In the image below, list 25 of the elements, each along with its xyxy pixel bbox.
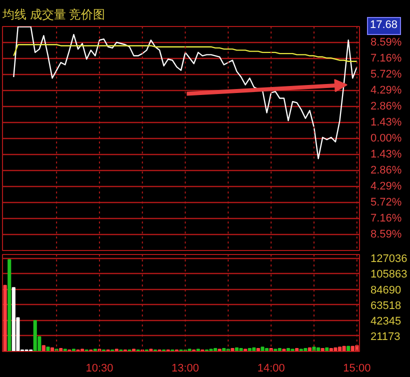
x-tick-label: 10:30 [86, 362, 114, 374]
y-tick-label: 84690 [370, 284, 402, 296]
x-tick-label: 14:00 [257, 362, 285, 374]
y-tick-label: 7.16% [370, 52, 402, 64]
y-tick-label: 127036 [370, 253, 408, 266]
y-tick-label: 8.59% [370, 228, 402, 241]
y-tick-label: 2.86% [370, 100, 402, 113]
y-tick-label: 63518 [370, 300, 402, 312]
y-tick-label: 2.86% [370, 164, 402, 176]
y-tick-label: 8.59% [370, 36, 402, 48]
y-tick-label: 5.72% [370, 68, 402, 81]
y-tick-label: 1.43% [370, 148, 402, 160]
y-tick-label: 7.16% [370, 212, 402, 225]
chart-title: 均线 成交量 竞价图 [2, 8, 106, 22]
x-tick-label: 15:00 [343, 362, 371, 374]
x-tick-label: 13:00 [172, 362, 200, 374]
y-tick-label: 21173 [370, 330, 400, 343]
y-tick-label: 1.43% [370, 116, 402, 129]
text: 17.68 [370, 18, 398, 34]
y-tick-label: 5.72% [370, 196, 402, 208]
y-tick-label: 4.29% [370, 180, 402, 192]
y-tick-label: 0.00% [370, 132, 402, 144]
y-tick-label: 42345 [370, 315, 402, 328]
y-tick-label: 105863 [370, 268, 408, 281]
y-tick-label: 4.29% [370, 84, 402, 97]
